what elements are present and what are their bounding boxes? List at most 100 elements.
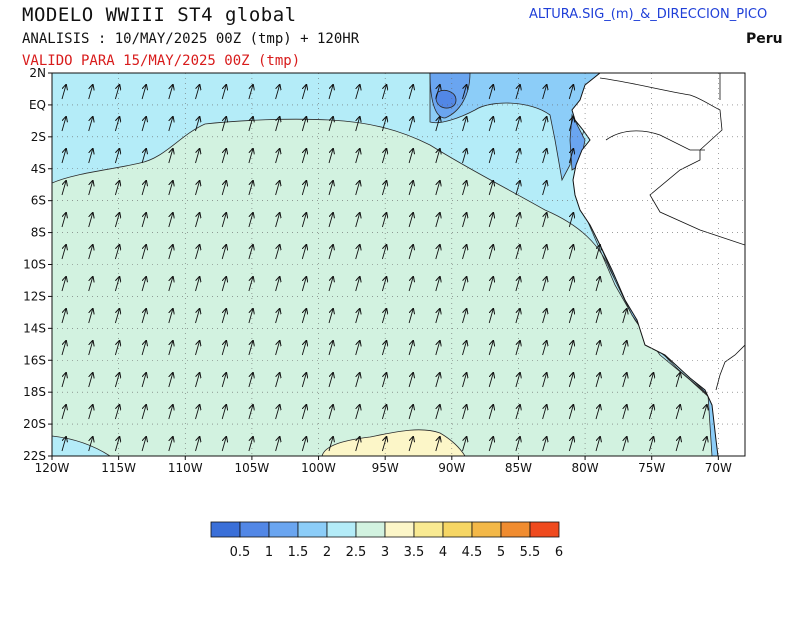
valid-time: VALIDO PARA 15/MAY/2025 00Z (tmp) <box>22 53 301 69</box>
direction-arrow <box>435 245 440 260</box>
direction-arrow <box>381 85 386 100</box>
direction-arrow <box>595 277 600 292</box>
lon-tick-label: 95W <box>372 461 399 475</box>
lat-tick-label: 6S <box>31 194 46 208</box>
colorbar-label: 6 <box>555 545 563 560</box>
colorbar-label: 2 <box>323 545 331 560</box>
direction-arrow <box>248 117 253 132</box>
direction-arrow <box>381 213 386 228</box>
colorbar-label: 5.5 <box>520 545 541 560</box>
direction-arrow <box>542 245 547 260</box>
direction-arrow <box>675 437 680 452</box>
direction-arrow <box>408 405 413 420</box>
colorbar-swatch <box>471 521 502 538</box>
direction-arrow <box>61 341 66 356</box>
colorbar-swatch <box>297 521 328 538</box>
lat-tick-label: 14S <box>23 321 46 335</box>
direction-arrow <box>595 405 600 420</box>
direction-arrow <box>328 213 333 228</box>
lat-tick-label: 22S <box>23 449 46 463</box>
direction-arrow <box>355 341 360 356</box>
map-area <box>52 73 745 456</box>
direction-arrow <box>355 85 360 100</box>
direction-arrow <box>702 437 707 452</box>
direction-arrow <box>61 149 66 164</box>
direction-arrow <box>622 309 627 324</box>
direction-arrow <box>408 213 413 228</box>
direction-arrow <box>355 149 360 164</box>
direction-arrow <box>88 309 93 324</box>
direction-arrow <box>381 149 386 164</box>
direction-arrow <box>168 181 173 196</box>
colorbar-label: 3.5 <box>404 545 425 560</box>
colorbar-swatch <box>210 521 241 538</box>
direction-arrow <box>568 85 573 100</box>
direction-arrow <box>702 405 707 420</box>
direction-arrow <box>462 213 467 228</box>
direction-arrow <box>168 149 173 164</box>
direction-arrow <box>114 405 119 420</box>
direction-arrow <box>462 149 467 164</box>
direction-arrow <box>462 373 467 388</box>
direction-arrow <box>515 405 520 420</box>
direction-arrow <box>61 117 66 132</box>
direction-arrow <box>168 437 173 452</box>
direction-arrow <box>515 213 520 228</box>
direction-arrow <box>141 149 146 164</box>
direction-arrow <box>515 373 520 388</box>
direction-arrow <box>168 277 173 292</box>
direction-arrow <box>301 181 306 196</box>
direction-arrow <box>195 85 200 100</box>
lon-tick-label: 80W <box>572 461 599 475</box>
direction-arrow <box>275 437 280 452</box>
direction-arrow <box>515 341 520 356</box>
direction-arrow <box>248 213 253 228</box>
direction-arrow <box>61 373 66 388</box>
direction-arrow <box>301 117 306 132</box>
direction-arrow <box>195 437 200 452</box>
colorbar-label: 5 <box>497 545 505 560</box>
lon-tick-label: 70W <box>705 461 732 475</box>
colorbar-label: 1 <box>265 545 273 560</box>
direction-arrow <box>622 405 627 420</box>
lat-tick-label: 20S <box>23 417 46 431</box>
direction-arrow <box>88 245 93 260</box>
lat-tick-label: 8S <box>31 226 46 240</box>
direction-arrow <box>328 85 333 100</box>
direction-arrow <box>248 277 253 292</box>
direction-arrow <box>675 373 680 388</box>
direction-arrow <box>381 245 386 260</box>
direction-arrow <box>488 437 493 452</box>
direction-arrow <box>355 405 360 420</box>
colorbar-label: 4.5 <box>462 545 483 560</box>
direction-arrow <box>542 373 547 388</box>
direction-arrow <box>221 309 226 324</box>
direction-arrow <box>221 213 226 228</box>
colorbar-swatch <box>326 521 357 538</box>
direction-arrow <box>88 437 93 452</box>
direction-arrow <box>568 277 573 292</box>
direction-arrow <box>568 405 573 420</box>
direction-arrow <box>542 341 547 356</box>
direction-arrow <box>381 309 386 324</box>
direction-arrow <box>568 309 573 324</box>
lon-tick-label: 110W <box>168 461 203 475</box>
direction-arrow <box>355 277 360 292</box>
direction-arrow <box>515 245 520 260</box>
direction-arrow <box>488 277 493 292</box>
direction-arrow <box>355 437 360 452</box>
direction-arrow <box>88 117 93 132</box>
colorbar-label: 1.5 <box>288 545 309 560</box>
direction-arrow <box>435 149 440 164</box>
direction-arrow <box>221 245 226 260</box>
direction-arrow <box>488 341 493 356</box>
direction-arrow <box>488 309 493 324</box>
direction-arrow <box>648 373 653 388</box>
direction-arrow <box>515 117 520 132</box>
direction-arrow <box>515 181 520 196</box>
direction-arrow <box>328 245 333 260</box>
colorbar-label: 3 <box>381 545 389 560</box>
direction-arrow <box>301 85 306 100</box>
direction-arrow <box>355 245 360 260</box>
direction-arrow <box>568 341 573 356</box>
